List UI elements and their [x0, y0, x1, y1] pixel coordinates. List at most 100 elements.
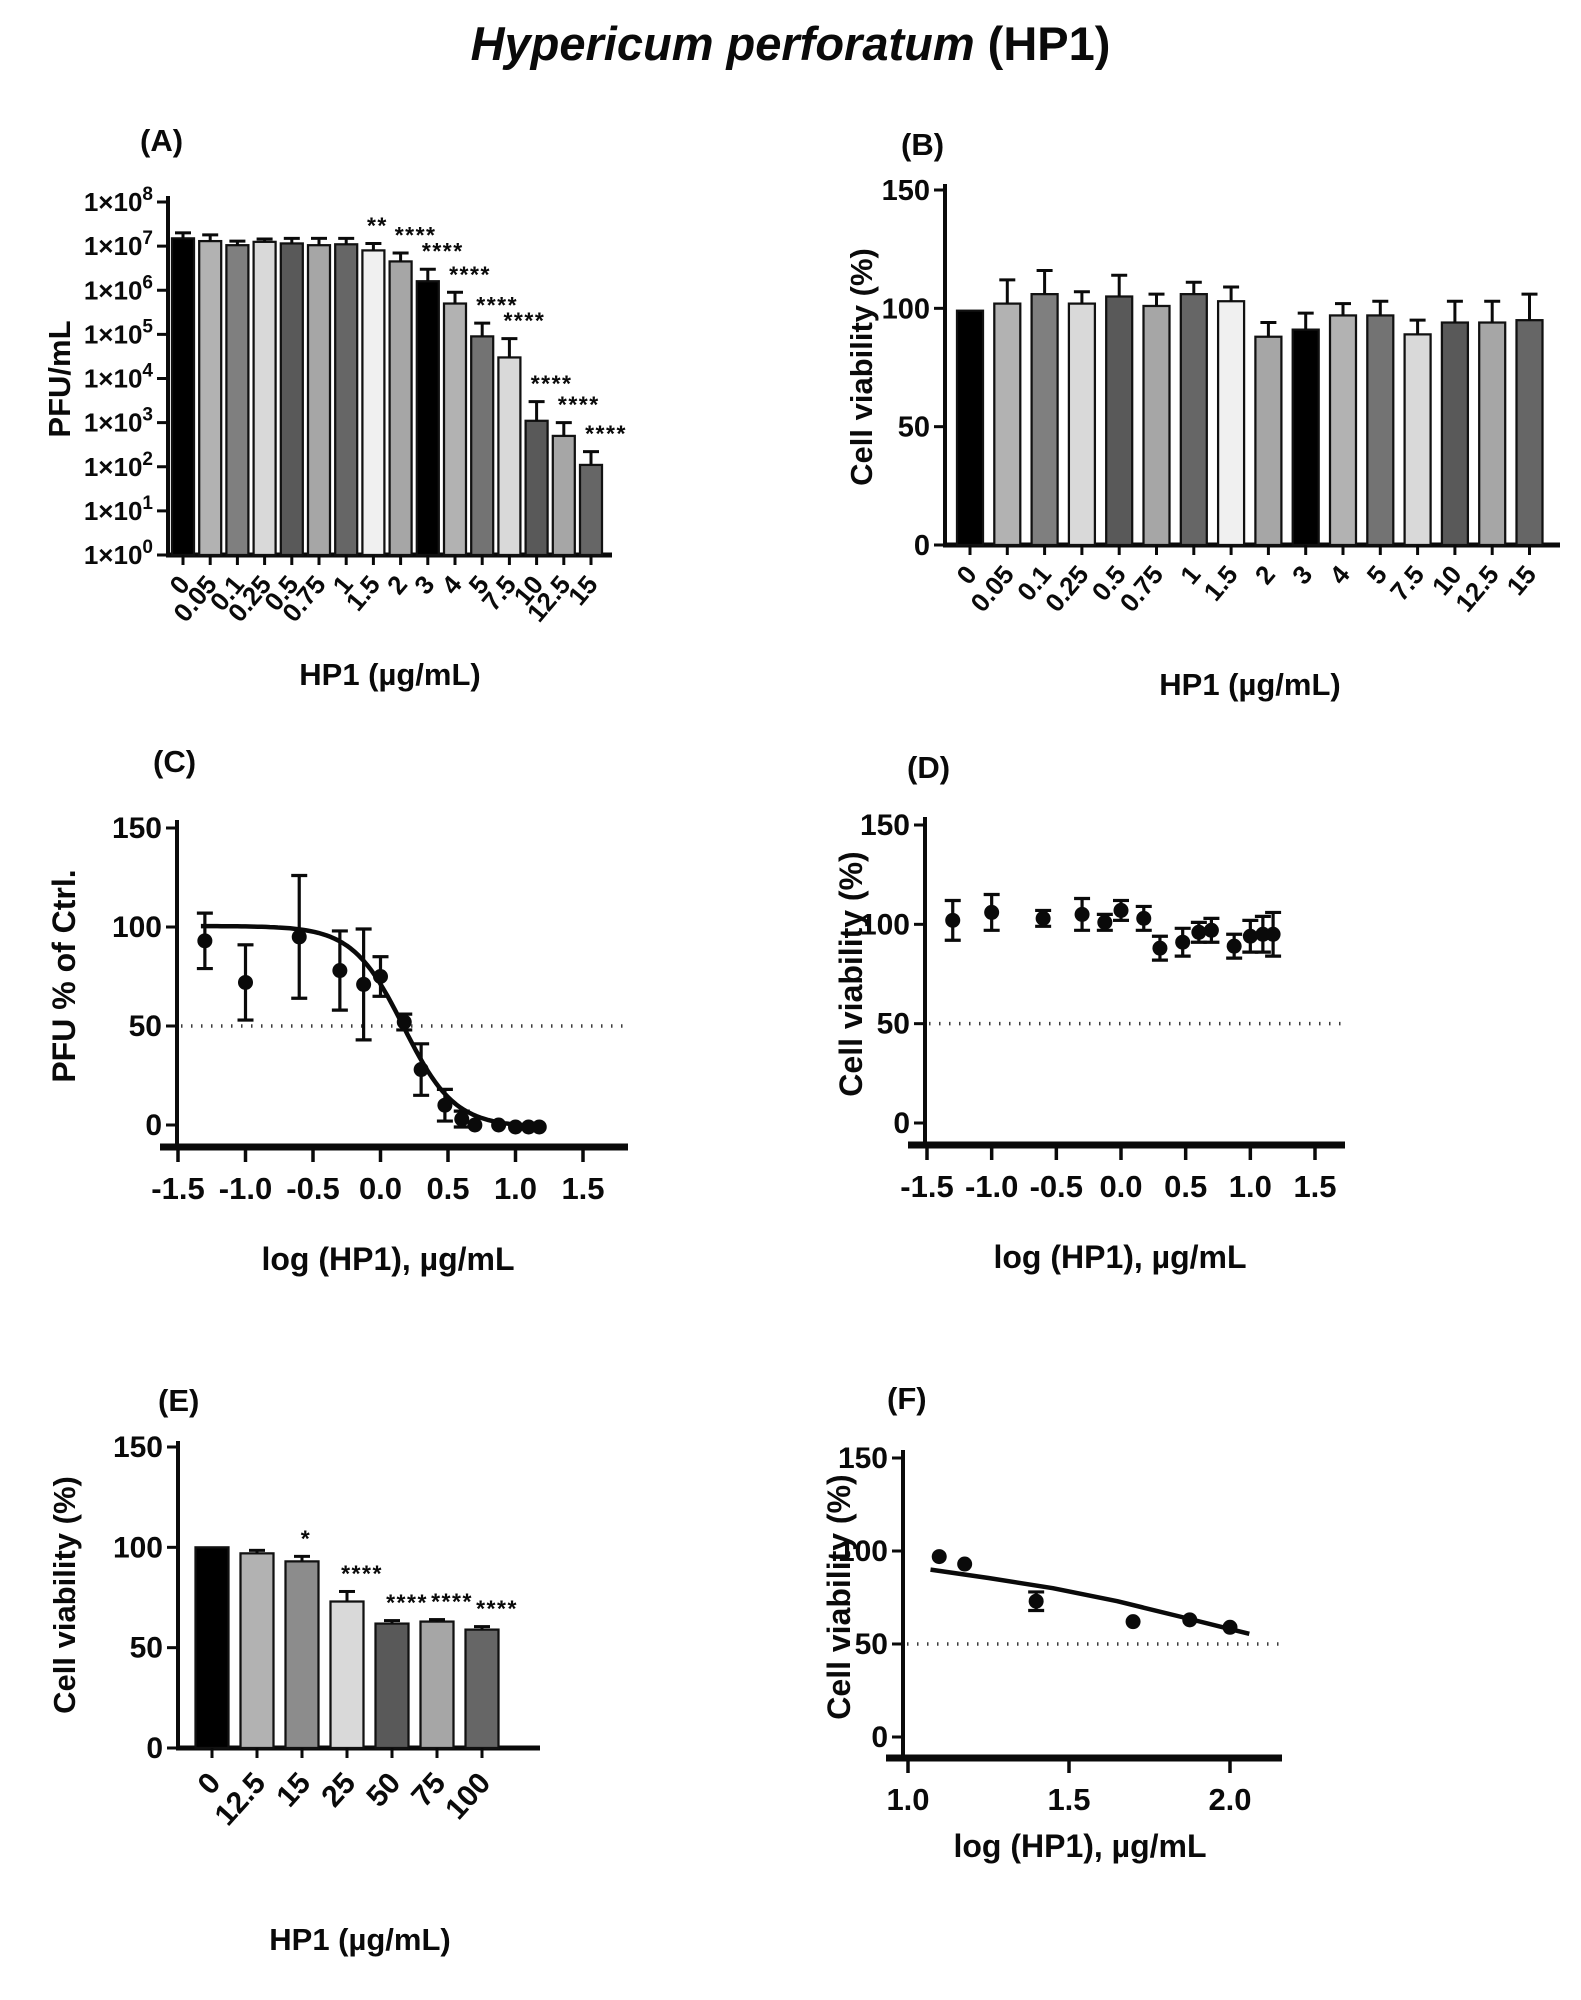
y-axis-title: PFU % of Ctrl.: [46, 869, 82, 1082]
svg-text:100: 100: [112, 911, 162, 944]
significance-stars: ****: [476, 292, 518, 318]
svg-text:1×102: 1×102: [84, 449, 153, 482]
data-point: [508, 1119, 523, 1135]
bar: [279, 242, 304, 557]
bar: [1105, 295, 1134, 547]
svg-text:1×108: 1×108: [84, 184, 153, 217]
svg-text:0.0: 0.0: [1099, 1169, 1142, 1204]
bar: [578, 463, 604, 557]
svg-text:-1.5: -1.5: [151, 1171, 204, 1206]
bars: [194, 1546, 500, 1750]
title-suffix: (HP1): [974, 17, 1111, 70]
significance-stars: ****: [386, 1590, 428, 1616]
panel-b: (B) 0 50 100 150 0 0.05 0.1 0.25 0.5 0.75 1 1.5 2 3 4 5…: [820, 95, 1581, 735]
svg-text:1.0: 1.0: [1229, 1169, 1272, 1204]
bar: [1067, 302, 1097, 547]
svg-text:15: 15: [562, 570, 604, 611]
svg-text:0.5: 0.5: [426, 1171, 469, 1206]
svg-text:-0.5: -0.5: [286, 1171, 339, 1206]
significance-stars: ****: [431, 1589, 473, 1615]
data-points: [196, 873, 547, 1135]
bar: [419, 1620, 455, 1750]
bar: [225, 244, 250, 557]
svg-text:-0.5: -0.5: [1030, 1169, 1083, 1204]
bar: [306, 244, 332, 557]
significance-stars: ****: [558, 392, 600, 418]
bar: [1030, 293, 1059, 547]
data-point: [1226, 938, 1242, 954]
bar: [1515, 319, 1544, 547]
x-axis-title: HP1 (µg/mL): [269, 1922, 450, 1957]
panel-c-label: (C): [153, 744, 197, 779]
svg-text:15: 15: [1501, 560, 1543, 601]
bar: [442, 302, 468, 557]
svg-text:-1.5: -1.5: [900, 1169, 953, 1204]
svg-text:4: 4: [1323, 559, 1356, 590]
panel-f-label: (F): [887, 1381, 927, 1416]
bar: [1366, 314, 1395, 547]
panel-d-label: (D): [907, 750, 951, 785]
data-point: [467, 1117, 483, 1133]
svg-text:150: 150: [113, 1431, 163, 1464]
data-point: [1035, 910, 1051, 926]
svg-text:12.5: 12.5: [209, 1767, 273, 1832]
svg-text:150: 150: [838, 1442, 888, 1475]
svg-text:-1.0: -1.0: [219, 1171, 272, 1206]
svg-text:1.5: 1.5: [1047, 1782, 1090, 1817]
data-point: [291, 929, 307, 945]
data-point: [197, 933, 213, 949]
x-axis-title: HP1 (µg/mL): [299, 657, 480, 692]
svg-text:2: 2: [1249, 560, 1281, 590]
significance-stars: ****: [476, 1596, 518, 1622]
svg-text:7.5: 7.5: [1384, 560, 1430, 607]
data-point: [356, 976, 372, 992]
panel-c: (C) 0 50 100 150 -1.5 -1.0 -0.5 0.0 0.5 1.0 1.5 PFU…: [40, 730, 790, 1365]
x-axis-title: HP1 (µg/mL): [1159, 667, 1340, 702]
bar: [1403, 333, 1432, 547]
svg-text:50: 50: [129, 1010, 162, 1043]
svg-text:1.5: 1.5: [561, 1171, 604, 1206]
bar: [1328, 314, 1358, 547]
significance-stars: ****: [449, 261, 491, 287]
panel-f: (F) 0 50 100 150 1.0 1.5 2.0 Cell viability (%)…: [790, 1365, 1581, 2000]
bar: [329, 1600, 365, 1750]
svg-text:0: 0: [893, 1107, 910, 1140]
bar: [551, 434, 576, 557]
y-axis-title: PFU/mL: [42, 320, 77, 437]
bar: [524, 419, 549, 557]
data-point: [1125, 1614, 1141, 1630]
data-point: [1097, 914, 1113, 930]
data-point: [413, 1062, 429, 1078]
data-points: [944, 892, 1282, 962]
panel-c-plot: 0 50 100 150 -1.5 -1.0 -0.5 0.0 0.5 1.0 1.5 PFU % o…: [46, 812, 628, 1277]
y-axis-title: Cell viability (%): [47, 1476, 82, 1714]
bars: [955, 268, 1544, 547]
bar: [388, 260, 413, 557]
svg-text:1.5: 1.5: [1293, 1169, 1336, 1204]
svg-text:4: 4: [435, 569, 468, 600]
data-point: [1191, 924, 1207, 940]
bar: [374, 1622, 410, 1750]
svg-text:1×100: 1×100: [84, 537, 153, 570]
x-axis-title: log (HP1), µg/mL: [261, 1241, 514, 1277]
y-axis-title: Cell viability (%): [833, 851, 869, 1096]
svg-text:0: 0: [145, 1109, 162, 1142]
significance-stars: ****: [395, 222, 437, 248]
significance-stars: ****: [341, 1560, 383, 1586]
data-point: [521, 1119, 537, 1135]
bar: [464, 1628, 500, 1750]
svg-text:150: 150: [860, 809, 910, 842]
svg-text:0: 0: [871, 1721, 888, 1754]
panel-d: (D) 0 50 100 150 -1.5 -1.0 -0.5 0.0 0.5 1.0 1.5 Cel…: [820, 730, 1581, 1365]
svg-text:0: 0: [914, 530, 930, 562]
bar: [198, 239, 223, 557]
data-point: [1175, 934, 1191, 950]
bar: [239, 1552, 275, 1750]
svg-text:0.75: 0.75: [1114, 560, 1170, 618]
svg-text:1×103: 1×103: [84, 405, 153, 438]
svg-text:100: 100: [113, 1531, 163, 1564]
bar: [1291, 328, 1320, 547]
svg-text:50: 50: [877, 1008, 910, 1041]
